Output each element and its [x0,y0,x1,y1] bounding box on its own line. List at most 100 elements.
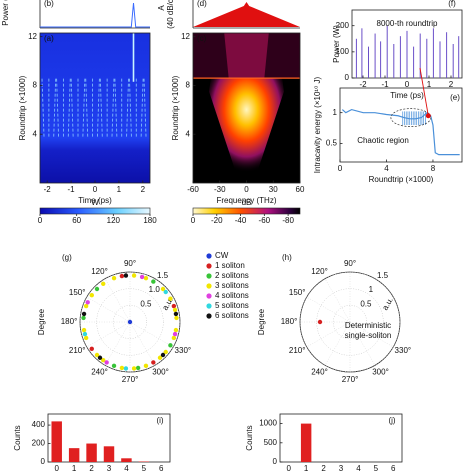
theta-tick-label: 330° [175,346,192,355]
legend-swatch [206,313,212,319]
x-tick-label: 1 [72,464,77,473]
theta-grid [306,296,351,323]
x-tick-label: 4 [356,464,361,473]
axes-frame [279,413,403,463]
point [172,307,178,313]
panel-label: (g) [62,253,72,262]
y-tick-label: 8 [33,81,38,90]
colorbar-tick-label: -20 [211,216,223,225]
colorbar-unit: W [91,198,99,207]
x-tick-label: -1 [381,80,389,89]
point [123,273,129,278]
heatmap-image [193,33,300,183]
theta-tick-label: 330° [395,346,412,355]
panel-label: (i) [156,416,163,425]
x-axis-label: Time (ps) [390,91,424,100]
point [173,311,179,317]
theta-grid [86,321,131,348]
polar-grid [96,288,164,356]
panel-label: (e) [450,93,460,102]
theta-grid [86,296,131,323]
annotation: Chaotic region [357,136,409,145]
x-tick-label: 0 [54,464,59,473]
point [160,352,166,358]
y-tick-label: 200 [336,21,350,30]
bar [68,448,80,462]
r-unit: a.u. [380,296,394,312]
point [131,273,137,278]
point [127,319,133,325]
x-tick-label: 4 [384,164,389,173]
heatmap-image [40,33,150,183]
panel-label: (h) [282,253,292,262]
point [131,366,137,371]
point [163,349,168,355]
legend-label: 2 solitons [215,271,249,280]
panel-label: (f) [448,0,456,8]
theta-grid [324,321,351,366]
annotation: Deterministic [345,321,391,330]
polar-grid [333,305,367,339]
r-tick-label: 1.5 [377,271,389,280]
theta-tick-label: 180° [61,317,78,326]
y-tick-label: 12 [28,32,37,41]
heatmap-bg [40,33,150,183]
r-tick-label: 0.5 [140,300,152,309]
point [143,363,149,369]
x-axis-label: Roundtrip (×1000) [369,175,434,184]
point [173,327,179,333]
x-tick-label: 6 [391,464,396,473]
colorbar [39,207,151,215]
point [143,275,149,281]
bar [103,446,115,462]
point [160,286,166,292]
point [157,355,163,360]
x-tick-label: 5 [374,464,379,473]
x-tick-label: 2 [141,185,146,194]
theta-tick-label: 120° [311,267,328,276]
legend-label: CW [215,251,229,260]
flame [209,78,284,183]
point [172,331,178,337]
theta-tick-label: 240° [91,367,108,376]
y-axis-label: (40 dB/c [166,0,175,29]
x-tick-label: 0 [338,164,343,173]
x-tick-label: 2 [321,464,326,473]
theta-tick-label: 210° [289,346,306,355]
theta-tick-label: 270° [342,375,359,384]
point [81,315,86,321]
upper-core [224,33,269,79]
annotation: single-soliton [345,331,392,340]
legend-swatch [206,303,212,309]
x-tick-label: -30 [214,185,226,194]
legend-swatch [206,283,212,289]
theta-grid [324,278,351,323]
point [101,281,106,286]
arrow [419,67,429,116]
y-tick-label: 0 [41,457,46,466]
y-axis-label: Degree [37,308,46,335]
x-tick-label: 0 [244,185,249,194]
point [168,343,173,348]
polar-grid [316,288,384,356]
point [174,315,179,321]
chaos-ring [390,108,432,127]
y-axis-label: Counts [245,425,254,450]
theta-tick-label: 90° [124,259,136,268]
y-tick-label: 100 [336,47,350,56]
point [119,273,125,279]
peak [40,2,150,28]
bar [300,423,312,462]
y-axis-label: Power (W) [332,25,341,63]
polar-grid [113,305,147,339]
legend-label: 4 solitons [215,291,249,300]
colorbar-tick-label: -60 [259,216,271,225]
y-tick-label: 4 [33,129,38,138]
x-tick-label: 0 [93,185,98,194]
point [171,335,177,341]
y-axis-label: Counts [13,425,22,450]
theta-tick-label: 300° [372,367,389,376]
panel-label: (j) [388,416,395,425]
y-axis-label: A [157,5,166,11]
annotation: 8000-th roundtrip [377,19,438,28]
